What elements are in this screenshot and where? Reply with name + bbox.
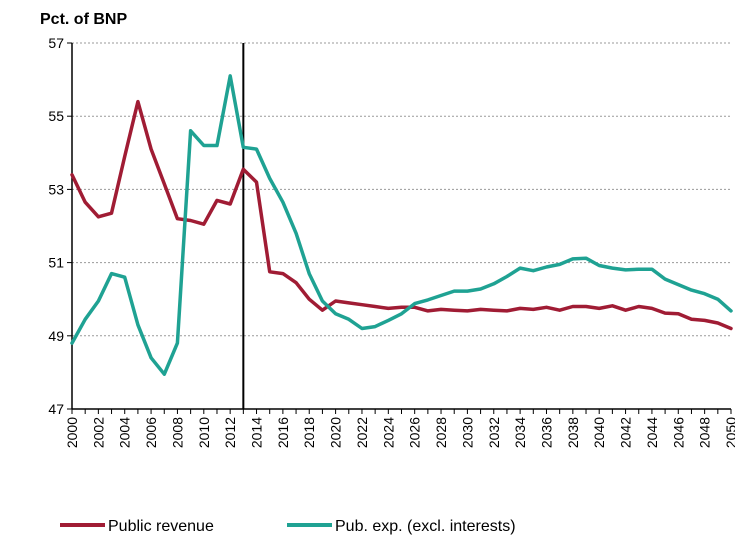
x-tick-label: 2010 [196, 417, 212, 448]
x-tick-label: 2048 [697, 417, 713, 448]
y-tick-label: 53 [48, 181, 64, 197]
x-tick-label: 2016 [275, 417, 291, 448]
x-tick-label: 2024 [380, 417, 396, 448]
y-tick-label: 49 [48, 328, 64, 344]
x-tick-label: 2018 [301, 417, 317, 448]
legend-label: Public revenue [108, 518, 214, 535]
y-tick-label: 55 [48, 108, 64, 124]
axes [67, 42, 732, 414]
x-tick-label: 2030 [459, 417, 475, 448]
series-lines [70, 74, 733, 376]
gridlines [72, 42, 731, 337]
x-tick-label: 2046 [670, 417, 686, 448]
x-tick-labels: 2000 2002 2004 2006 2008 2010 2012 2014 2016 2018… [64, 417, 735, 448]
y-tick-label: 57 [48, 35, 64, 51]
y-axis-title: Pct. of BNP [40, 11, 127, 28]
x-tick-label: 2026 [407, 417, 423, 448]
x-tick-label: 2044 [644, 417, 660, 448]
y-tick-label: 51 [48, 255, 64, 271]
x-tick-label: 2050 [723, 417, 735, 448]
x-tick-label: 2008 [169, 417, 185, 448]
x-tick-label: 2022 [354, 417, 370, 448]
x-tick-label: 2004 [117, 417, 133, 448]
x-tick-label: 2006 [143, 417, 159, 448]
x-tick-label: 2032 [486, 417, 502, 448]
x-tick-label: 2000 [64, 417, 80, 448]
legend: Public revenue Pub. exp. (excl. interests… [60, 518, 516, 535]
x-tick-label: 2034 [512, 417, 528, 448]
y-tick-labels: 47 49 51 53 55 57 [48, 35, 64, 417]
x-tick-label: 2020 [328, 417, 344, 448]
x-tick-label: 2014 [249, 417, 265, 448]
series-line-2 [70, 74, 733, 376]
x-tick-label: 2002 [90, 417, 106, 448]
legend-label: Pub. exp. (excl. interests) [335, 518, 516, 535]
x-tick-label: 2036 [538, 417, 554, 448]
x-tick-label: 2012 [222, 417, 238, 448]
x-tick-label: 2042 [618, 417, 634, 448]
series-line-1 [70, 99, 733, 331]
x-tick-label: 2038 [565, 417, 581, 448]
x-tick-label: 2028 [433, 417, 449, 448]
y-tick-label: 47 [48, 401, 64, 417]
x-tick-label: 2040 [591, 417, 607, 448]
